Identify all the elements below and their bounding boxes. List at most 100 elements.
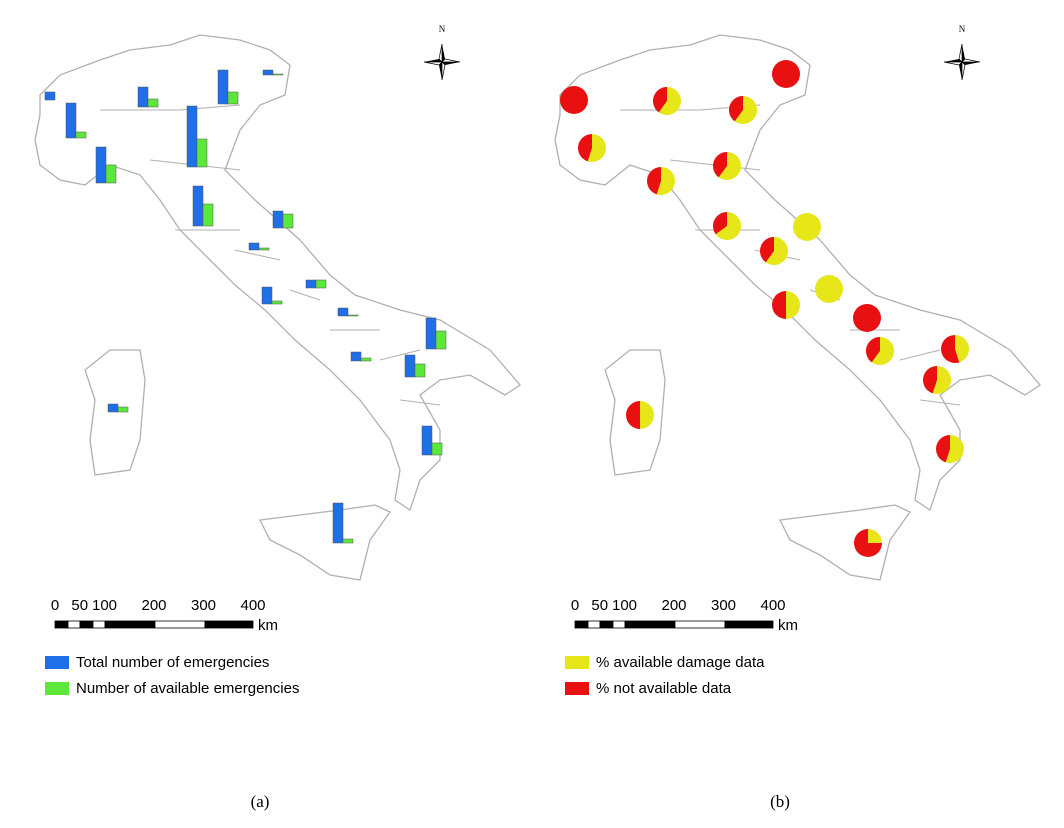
bar-available — [272, 73, 284, 76]
legend-label: % not available data — [596, 680, 732, 697]
scale-label: 300 — [191, 597, 216, 614]
pie-slice — [955, 335, 970, 363]
legend-swatch — [565, 656, 589, 669]
bar-total — [262, 69, 274, 76]
scale-segment — [204, 620, 254, 629]
north-label: N — [959, 24, 966, 34]
bar-available — [258, 247, 270, 251]
bar-total — [404, 354, 416, 378]
bar-available — [282, 213, 294, 229]
scale-segment — [79, 620, 94, 629]
pie-slice — [868, 529, 882, 543]
bar-total — [192, 185, 204, 227]
bar-total — [272, 210, 284, 229]
pie-slice — [713, 212, 727, 235]
bar-total — [337, 307, 349, 317]
bar-total — [248, 242, 260, 251]
scale-segment — [587, 620, 601, 629]
bar-total — [425, 317, 437, 350]
pie-slice — [734, 96, 757, 124]
bar-total — [107, 403, 119, 413]
pie-slice — [871, 337, 895, 366]
bar-available — [342, 538, 354, 544]
legend-label: % available damage data — [596, 654, 765, 671]
bar-available — [315, 279, 327, 289]
scale-segment — [624, 620, 676, 629]
bar-available — [360, 357, 372, 362]
bar-total — [44, 91, 56, 101]
legend-label: Total number of emergencies — [76, 654, 269, 671]
pie-slice — [715, 212, 742, 241]
scale-label: 100 — [612, 597, 637, 614]
pie-slice — [854, 529, 882, 557]
pie-slice — [626, 401, 640, 429]
scale-label: 200 — [661, 597, 686, 614]
bar-total — [332, 502, 344, 544]
scale-segment — [67, 620, 81, 629]
scale-unit: km — [778, 617, 798, 634]
scale-label: 50 — [71, 597, 88, 614]
pie-slice — [587, 134, 607, 163]
legend-label: Number of available emergencies — [76, 680, 299, 697]
pie-slice — [923, 366, 937, 394]
bar-available — [147, 98, 159, 108]
bar-available — [414, 363, 426, 378]
scale-segment — [92, 620, 106, 629]
bar-total — [186, 105, 198, 168]
pie-slice — [640, 401, 654, 429]
pie-slice — [945, 435, 964, 463]
scale-unit: km — [258, 617, 278, 634]
bar-available — [196, 138, 208, 168]
bar-total — [350, 351, 362, 362]
bar-available — [271, 300, 283, 305]
scale-segment — [724, 620, 774, 629]
scale-label: 200 — [141, 597, 166, 614]
bar-total — [261, 286, 273, 305]
bar-total — [95, 146, 107, 184]
north-label: N — [439, 24, 446, 34]
pie-slice — [932, 366, 951, 394]
scale-segment — [612, 620, 626, 629]
bar-available — [105, 164, 117, 184]
bar-available — [117, 406, 129, 413]
pie-slice — [772, 291, 786, 319]
scale-segment — [674, 620, 726, 629]
pie-slice — [658, 87, 681, 116]
pie-slice — [793, 213, 821, 241]
bar-total — [421, 425, 433, 456]
pie-slice — [765, 237, 789, 265]
bar-available — [75, 131, 87, 139]
scale-label: 50 — [591, 597, 608, 614]
legend-swatch — [45, 682, 69, 695]
bar-available — [202, 203, 214, 227]
pie-slice — [718, 152, 742, 181]
bar-total — [65, 102, 77, 139]
scale-label: 300 — [711, 597, 736, 614]
scale-segment — [154, 620, 206, 629]
pie-slice — [760, 237, 774, 263]
scale-segment — [54, 620, 69, 629]
bar-available — [431, 442, 443, 456]
pie-slice — [786, 291, 800, 319]
scale-label: 0 — [51, 597, 59, 614]
bar-available — [435, 330, 447, 350]
pie-slice — [656, 167, 676, 195]
pie-slice — [578, 134, 592, 162]
caption: (a) — [251, 792, 270, 811]
bar-total — [305, 279, 317, 289]
pie-slice — [653, 87, 667, 113]
scale-segment — [599, 620, 614, 629]
legend-swatch — [565, 682, 589, 695]
pie-slice — [853, 304, 881, 332]
bar-available — [347, 314, 359, 317]
bar-total — [137, 86, 149, 108]
bar-total — [217, 69, 229, 105]
pie-slice — [729, 96, 743, 122]
pie-slice — [713, 152, 727, 178]
scale-segment — [104, 620, 156, 629]
scale-label: 100 — [92, 597, 117, 614]
pie-slice — [936, 435, 950, 463]
bar-available — [227, 91, 239, 105]
scale-label: 400 — [240, 597, 265, 614]
